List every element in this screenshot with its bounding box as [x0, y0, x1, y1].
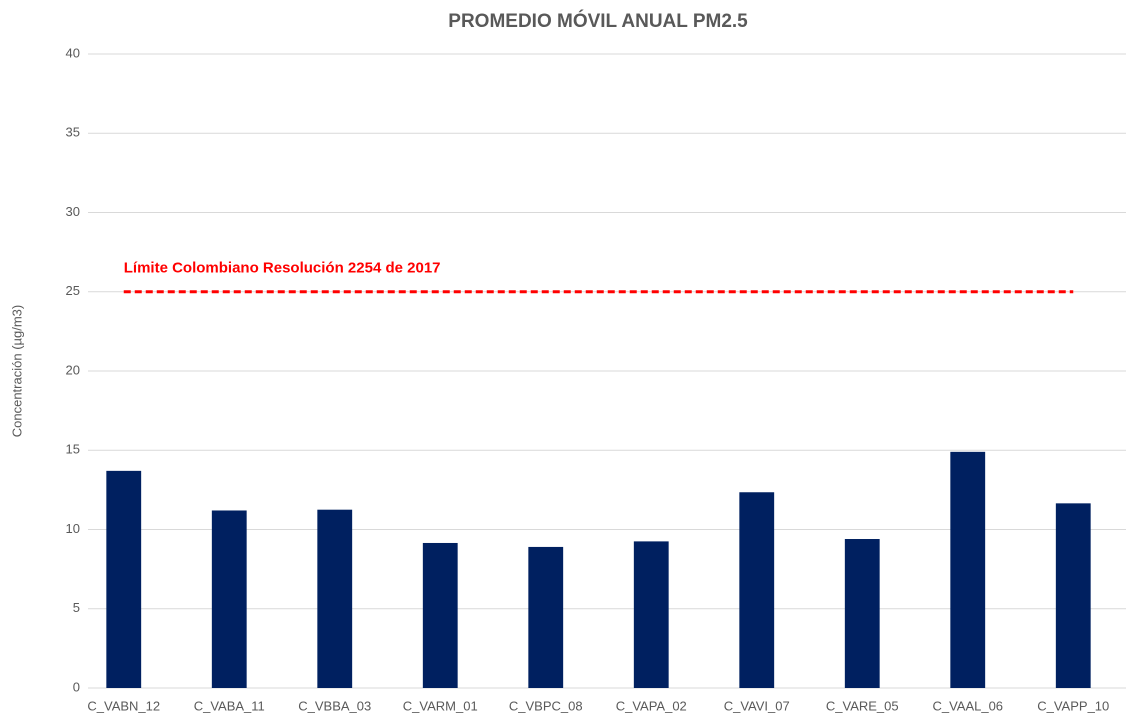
y-axis-label: Concentración (µg/m3): [9, 305, 24, 438]
y-tick-label: 30: [66, 204, 80, 219]
y-tick-label: 5: [73, 600, 80, 615]
x-tick-label: C_VAPA_02: [616, 698, 687, 713]
x-tick-label: C_VARM_01: [403, 698, 478, 713]
bar: [633, 541, 669, 688]
x-tick-label: C_VAAL_06: [932, 698, 1003, 713]
x-tick-label: C_VBBA_03: [298, 698, 371, 713]
x-tick-label: C_VABA_11: [194, 698, 265, 713]
y-tick-label: 0: [73, 679, 80, 694]
y-tick-label: 20: [66, 362, 80, 377]
x-tick-label: C_VARE_05: [826, 698, 899, 713]
y-tick-label: 10: [66, 521, 80, 536]
bar: [211, 510, 247, 688]
bar: [528, 546, 564, 688]
bar: [106, 470, 142, 688]
y-tick-label: 25: [66, 283, 80, 298]
reference-label: Límite Colombiano Resolución 2254 de 201…: [124, 260, 441, 277]
bar: [950, 451, 986, 688]
bar: [422, 542, 458, 688]
bar: [844, 539, 880, 688]
y-tick-label: 15: [66, 442, 80, 457]
x-tick-label: C_VAVI_07: [724, 698, 790, 713]
x-tick-label: C_VBPC_08: [509, 698, 583, 713]
x-tick-label: C_VABN_12: [87, 698, 160, 713]
chart-title: PROMEDIO MÓVIL ANUAL PM2.5: [448, 10, 748, 32]
bar: [317, 509, 353, 688]
y-tick-label: 40: [66, 45, 80, 60]
bar: [1055, 503, 1091, 688]
y-tick-label: 35: [66, 125, 80, 140]
bar: [739, 492, 775, 688]
x-tick-label: C_VAPP_10: [1037, 698, 1109, 713]
